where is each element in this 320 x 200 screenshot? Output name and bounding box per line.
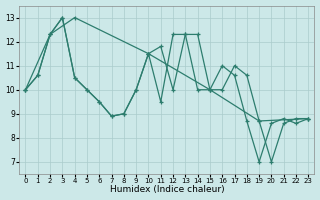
X-axis label: Humidex (Indice chaleur): Humidex (Indice chaleur)	[109, 185, 224, 194]
